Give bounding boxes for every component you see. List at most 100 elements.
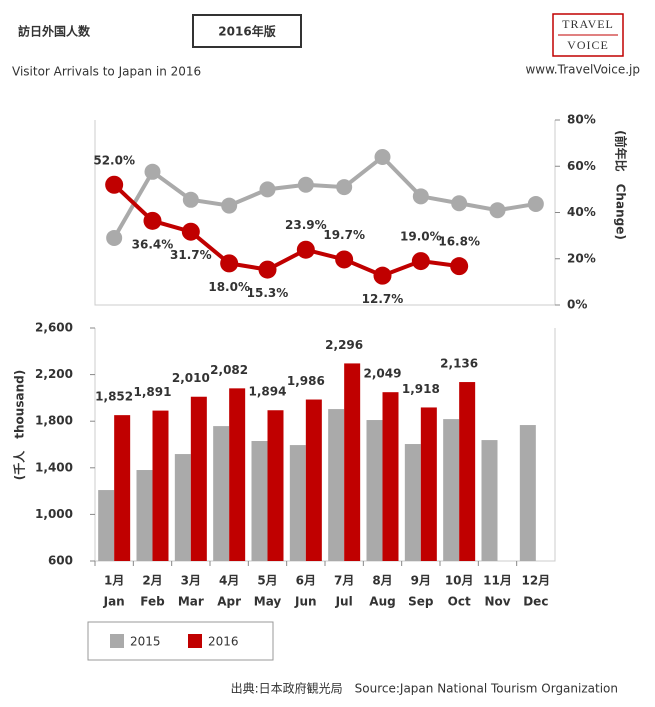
point bbox=[143, 211, 162, 230]
value-label: 1,891 bbox=[134, 385, 172, 399]
legend-swatch bbox=[188, 634, 202, 648]
x-tick-label: 2月 bbox=[142, 574, 162, 588]
point bbox=[335, 250, 354, 269]
x-tick-label-en: Jun bbox=[294, 595, 317, 609]
bar bbox=[190, 396, 207, 561]
bar bbox=[344, 363, 361, 561]
x-tick-label: 10月 bbox=[445, 574, 474, 588]
value-label: 1,918 bbox=[402, 382, 440, 396]
bar bbox=[366, 420, 383, 561]
x-tick-label: 3月 bbox=[181, 574, 201, 588]
point bbox=[105, 175, 124, 194]
y-tick-label: 40% bbox=[567, 205, 596, 219]
legend-swatch bbox=[110, 634, 124, 648]
x-tick-label: 4月 bbox=[219, 574, 239, 588]
y-tick-label: 2,200 bbox=[35, 367, 73, 381]
bar bbox=[251, 441, 268, 561]
value-label: 52.0% bbox=[93, 153, 135, 167]
value-label: 1,986 bbox=[287, 374, 325, 388]
legend-label: 2015 bbox=[130, 635, 161, 649]
point bbox=[373, 266, 392, 285]
y-tick-label: 0% bbox=[567, 298, 587, 312]
value-label: 15.3% bbox=[247, 286, 289, 300]
y-axis-label: (千人 thousand) bbox=[12, 370, 27, 480]
x-tick-label: 9月 bbox=[411, 574, 431, 588]
title: 訪日外国人数 bbox=[18, 24, 91, 39]
point bbox=[181, 222, 200, 241]
value-label: 2,049 bbox=[364, 367, 402, 381]
bar bbox=[229, 388, 246, 561]
badge: 2016年版 bbox=[218, 24, 275, 39]
point bbox=[258, 260, 277, 279]
source: 出典:日本政府観光局 Source:Japan National Tourism… bbox=[231, 681, 618, 696]
x-tick-label-en: Oct bbox=[448, 595, 471, 609]
x-tick-label: 7月 bbox=[334, 574, 354, 588]
point bbox=[106, 229, 123, 246]
x-tick-label-en: Apr bbox=[217, 595, 241, 609]
x-tick-label-en: May bbox=[254, 595, 282, 609]
bar bbox=[382, 392, 399, 561]
bar bbox=[136, 470, 153, 561]
bar bbox=[305, 399, 322, 561]
point bbox=[451, 195, 468, 212]
url: www.TravelVoice.jp bbox=[525, 63, 640, 77]
bar bbox=[114, 415, 131, 561]
x-tick-label: 5月 bbox=[257, 574, 277, 588]
x-tick-label-en: Feb bbox=[140, 595, 165, 609]
logo-top: TRAVEL bbox=[562, 17, 614, 31]
x-tick-label: 11月 bbox=[483, 574, 512, 588]
bar bbox=[213, 426, 230, 561]
point bbox=[412, 188, 429, 205]
bar bbox=[481, 440, 498, 561]
value-label: 31.7% bbox=[170, 248, 212, 262]
point bbox=[221, 197, 238, 214]
bar bbox=[152, 410, 169, 561]
value-label: 19.0% bbox=[400, 230, 442, 244]
y-tick-label: 1,800 bbox=[35, 414, 73, 428]
legend-label: 2016 bbox=[208, 635, 239, 649]
point bbox=[297, 176, 314, 193]
value-label: 2,296 bbox=[325, 338, 363, 352]
bar bbox=[267, 410, 284, 561]
y-tick-label: 20% bbox=[567, 251, 596, 265]
x-tick-label-en: Mar bbox=[178, 595, 204, 609]
plot-frame bbox=[94, 120, 556, 306]
bar bbox=[328, 409, 345, 561]
x-tick-label-en: Nov bbox=[484, 595, 510, 609]
x-tick-label: 12月 bbox=[521, 574, 550, 588]
bar bbox=[519, 425, 536, 561]
point bbox=[336, 179, 353, 196]
bar bbox=[98, 490, 115, 561]
y-tick-label: 60% bbox=[567, 159, 596, 173]
x-tick-label-en: Dec bbox=[523, 595, 548, 609]
y-tick-label: 600 bbox=[48, 554, 73, 568]
point bbox=[450, 257, 469, 276]
value-label: 36.4% bbox=[132, 237, 174, 251]
bar bbox=[459, 382, 476, 561]
point bbox=[182, 191, 199, 208]
value-label: 12.7% bbox=[362, 292, 404, 306]
value-label: 23.9% bbox=[285, 218, 327, 232]
point bbox=[220, 254, 239, 273]
point bbox=[411, 252, 430, 271]
x-tick-label-en: Jul bbox=[335, 595, 353, 609]
y-tick-label: 1,000 bbox=[35, 507, 73, 521]
point bbox=[144, 163, 161, 180]
logo-bottom: VOICE bbox=[567, 38, 609, 52]
value-label: 16.8% bbox=[438, 235, 480, 249]
bar bbox=[174, 454, 191, 561]
x-tick-label: 1月 bbox=[104, 574, 124, 588]
point bbox=[489, 202, 506, 219]
x-tick-label-en: Jan bbox=[103, 595, 125, 609]
y-tick-label: 80% bbox=[567, 113, 596, 127]
bar bbox=[443, 419, 460, 561]
value-label: 1,852 bbox=[95, 390, 133, 404]
bar bbox=[289, 445, 306, 561]
value-label: 18.0% bbox=[208, 280, 250, 294]
y-tick-label: 2,600 bbox=[35, 321, 73, 335]
x-tick-label-en: Aug bbox=[369, 595, 395, 609]
x-tick-label: 8月 bbox=[372, 574, 392, 588]
value-label: 19.7% bbox=[323, 228, 365, 242]
y-tick-label: 1,400 bbox=[35, 460, 73, 474]
